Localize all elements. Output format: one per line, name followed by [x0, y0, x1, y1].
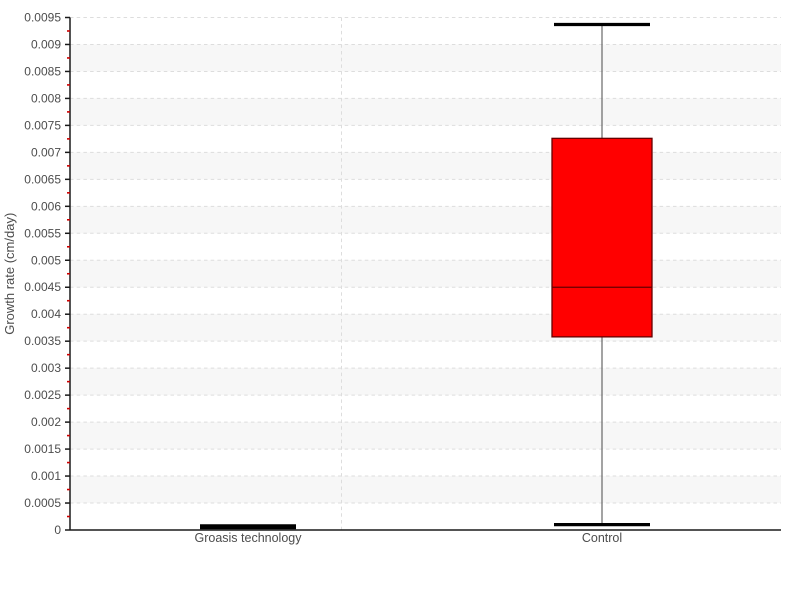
svg-text:Control: Control: [582, 531, 622, 545]
svg-text:0.008: 0.008: [31, 91, 61, 105]
svg-text:Growth rate (cm/day): Growth rate (cm/day): [2, 213, 17, 335]
svg-text:0.001: 0.001: [31, 469, 61, 483]
svg-text:0.0095: 0.0095: [24, 11, 61, 25]
svg-text:0.0065: 0.0065: [24, 172, 61, 186]
svg-text:0.0075: 0.0075: [24, 118, 61, 132]
svg-text:0.007: 0.007: [31, 145, 61, 159]
svg-text:0.009: 0.009: [31, 37, 61, 51]
svg-text:0.0005: 0.0005: [24, 496, 61, 510]
svg-text:0.0045: 0.0045: [24, 280, 61, 294]
svg-text:0.005: 0.005: [31, 253, 61, 267]
svg-text:0.004: 0.004: [31, 307, 61, 321]
svg-text:0.006: 0.006: [31, 199, 61, 213]
svg-text:0.0015: 0.0015: [24, 442, 61, 456]
svg-text:0.0025: 0.0025: [24, 388, 61, 402]
svg-text:Groasis technology: Groasis technology: [194, 531, 302, 545]
svg-text:0.002: 0.002: [31, 415, 61, 429]
svg-text:0.0055: 0.0055: [24, 226, 61, 240]
svg-text:0: 0: [54, 523, 61, 537]
svg-text:0.0085: 0.0085: [24, 64, 61, 78]
svg-text:0.0035: 0.0035: [24, 334, 61, 348]
svg-text:0.003: 0.003: [31, 361, 61, 375]
